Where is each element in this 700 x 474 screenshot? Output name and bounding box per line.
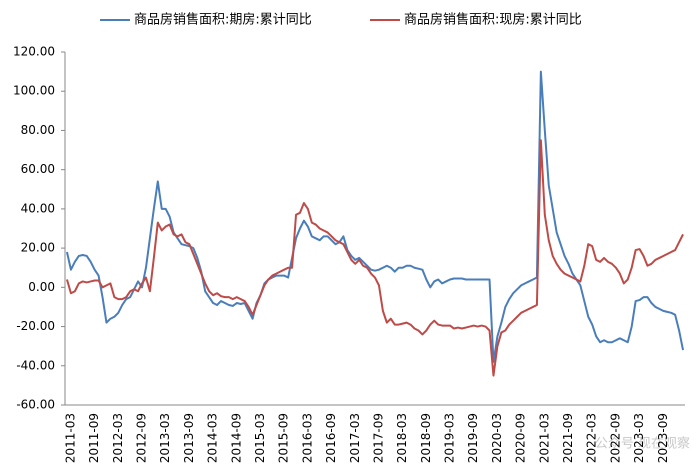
y-tick-label: -40.00 [16, 358, 55, 372]
x-tick-label: 2020-03 [490, 413, 504, 463]
x-tick-label: 2016-03 [300, 413, 314, 463]
x-tick-label: 2023-09 [656, 413, 670, 463]
x-tick-label: 2013-09 [182, 413, 196, 463]
y-tick-label: 60.00 [21, 162, 55, 176]
x-tick-label: 2021-03 [537, 413, 551, 463]
y-tick-label: -60.00 [16, 398, 55, 412]
x-tick-label: 2023-03 [632, 413, 646, 463]
x-tick-label: 2022-09 [608, 413, 622, 463]
x-tick-label: 2022-03 [585, 413, 599, 463]
x-tick-label: 2014-09 [229, 413, 243, 463]
x-tick-label: 2021-09 [561, 413, 575, 463]
x-tick-label: 2011-09 [87, 413, 101, 463]
x-tick-label: 2018-09 [419, 413, 433, 463]
x-tick-label: 2017-09 [371, 413, 385, 463]
watermark: 公众号·现在观察 [595, 437, 690, 452]
series-line [65, 70, 685, 363]
x-tick-label: 2013-03 [158, 413, 172, 463]
y-tick-label: 100.00 [13, 84, 55, 98]
y-tick-label: 80.00 [21, 123, 55, 137]
x-tick-label: 2019-03 [443, 413, 457, 463]
x-tick-label: 2012-09 [135, 413, 149, 463]
x-tick-label: 2014-03 [206, 413, 220, 463]
y-tick-label: 40.00 [21, 201, 55, 215]
x-tick-label: 2019-09 [466, 413, 480, 463]
x-tick-label: 2015-09 [277, 413, 291, 463]
x-tick-label: 2016-09 [324, 413, 338, 463]
y-tick-label: 120.00 [13, 45, 55, 59]
x-tick-label: 2018-03 [395, 413, 409, 463]
series-line [66, 139, 684, 377]
x-tick-label: 2015-03 [253, 413, 267, 463]
x-tick-label: 2020-09 [514, 413, 528, 463]
y-tick-label: 0.00 [28, 280, 55, 294]
x-tick-label: 2011-03 [63, 413, 77, 463]
x-tick-label: 2012-03 [111, 413, 125, 463]
x-tick-label: 2017-03 [348, 413, 362, 463]
y-tick-label: -20.00 [16, 319, 55, 333]
y-tick-label: 20.00 [21, 241, 55, 255]
legend-label: 商品房销售面积:现房:累计同比 [404, 12, 582, 28]
legend-label: 商品房销售面积:期房:累计同比 [134, 12, 312, 28]
